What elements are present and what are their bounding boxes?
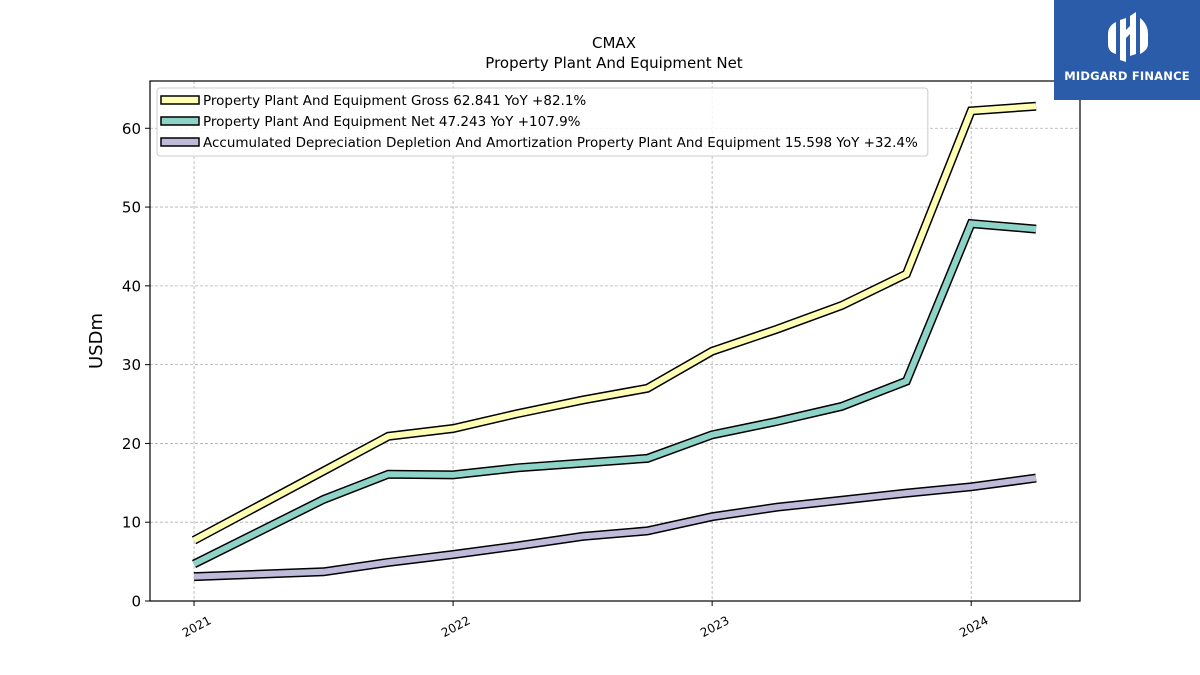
legend: Property Plant And Equipment Gross 62.84… <box>156 87 929 157</box>
series-line-1 <box>192 220 1037 567</box>
legend-swatch-1 <box>160 116 200 126</box>
chart-title: CMAX <box>592 34 636 52</box>
y-tick-label: 60 <box>122 120 141 138</box>
series-lines <box>191 101 1037 582</box>
x-tick-label: 2023 <box>698 613 732 640</box>
legend-label-1: Property Plant And Equipment Net 47.243 … <box>203 114 581 130</box>
legend-label-0: Property Plant And Equipment Gross 62.84… <box>203 93 586 109</box>
y-tick-label: 0 <box>131 593 141 611</box>
x-tick-label: 2021 <box>180 613 214 640</box>
series-line-2 <box>193 475 1037 580</box>
x-tick-label: 2024 <box>957 613 991 640</box>
y-tick-label: 50 <box>122 199 141 217</box>
grid <box>150 81 1080 601</box>
legend-label-2: Accumulated Depreciation Depletion And A… <box>203 135 918 151</box>
y-tick-label: 40 <box>122 277 141 295</box>
y-tick-label: 30 <box>122 356 141 374</box>
logo-text: MIDGARD FINANCE <box>1064 69 1190 83</box>
axes: 0 10 20 30 40 50 60 2021 2022 2023 2024 <box>122 80 1081 640</box>
y-axis-label: USDm <box>86 313 107 369</box>
chart-subtitle: Property Plant And Equipment Net <box>485 54 742 72</box>
legend-swatch-2 <box>160 137 200 147</box>
x-tick-label: 2022 <box>439 613 473 640</box>
y-tick-label: 10 <box>122 514 141 532</box>
y-tick-label: 20 <box>122 435 141 453</box>
logo-mark-icon <box>1108 12 1148 62</box>
series-line-0 <box>192 103 1037 543</box>
legend-swatch-0 <box>160 95 200 105</box>
midgard-finance-logo: MIDGARD FINANCE <box>1054 0 1200 100</box>
legend-box <box>156 87 929 157</box>
plot-frame <box>149 80 1081 602</box>
